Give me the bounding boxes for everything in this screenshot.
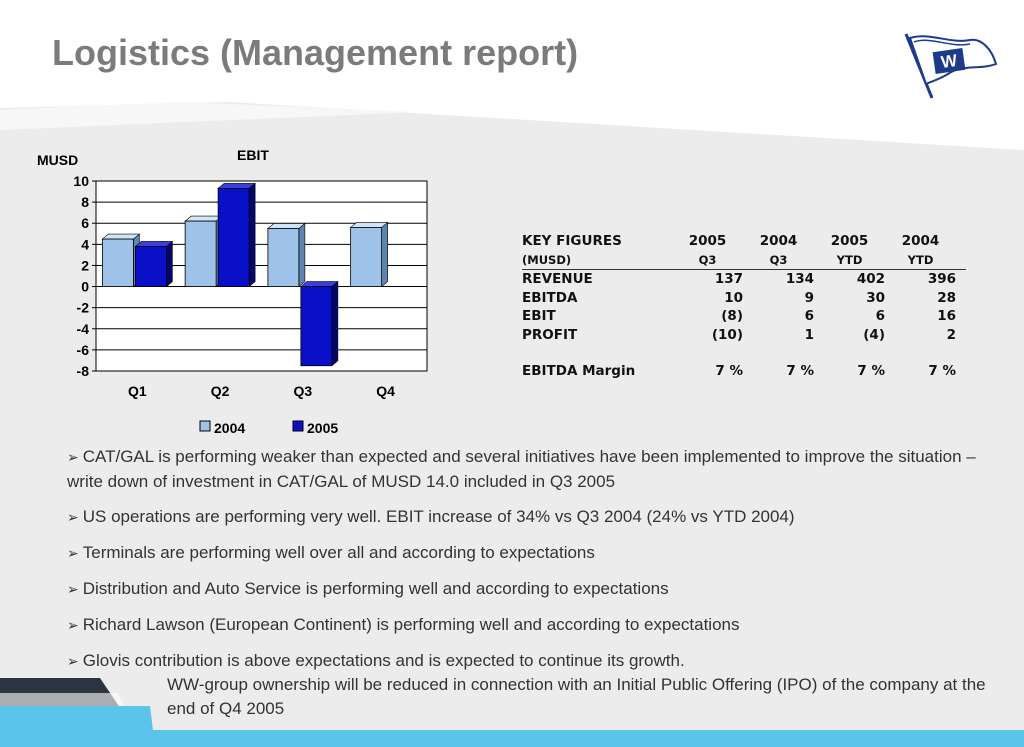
table-cell: 1 bbox=[804, 326, 814, 343]
y-tick-label: 6 bbox=[81, 215, 89, 231]
table-subheader-cell: YTD bbox=[885, 250, 956, 270]
legend-label: 2005 bbox=[307, 420, 338, 436]
table-cell: 7 % bbox=[857, 363, 885, 380]
table-row: EBITDA 10 9 30 28 bbox=[522, 289, 966, 308]
y-tick-label: 0 bbox=[81, 279, 89, 295]
bullet-text: Richard Lawson (European Continent) is p… bbox=[82, 615, 740, 634]
y-tick-label: 4 bbox=[81, 236, 89, 252]
table-cell: 6 bbox=[804, 308, 814, 325]
table-row: PROFIT (10) 1 (4) 2 bbox=[522, 326, 966, 345]
bar-2005-Q2 bbox=[217, 182, 256, 288]
table-cell: EBITDA Margin bbox=[522, 363, 636, 380]
table-cell: 7 % bbox=[715, 363, 743, 380]
arrow-bullet-icon: ➢ bbox=[67, 510, 79, 526]
table-cell: (4) bbox=[863, 326, 885, 343]
table-subheader-cell: (MUSD) bbox=[522, 250, 672, 270]
bullet-list: ➢ CAT/GAL is performing weaker than expec… bbox=[67, 445, 997, 732]
arrow-bullet-icon: ➢ bbox=[67, 618, 79, 634]
legend-item-2005: 2005 bbox=[292, 420, 338, 436]
bar-2004-Q2 bbox=[184, 215, 223, 288]
x-tick-label: Q4 bbox=[376, 383, 395, 399]
bullet-text: US operations are performing very well. … bbox=[82, 507, 795, 526]
table-cell: 30 bbox=[866, 289, 885, 306]
bar-2004-Q3 bbox=[267, 222, 306, 288]
table-header-cell: 2005 bbox=[830, 233, 869, 250]
key-figures-table: KEY FIGURES 2005 2004 2005 2004 (MUSD) Q… bbox=[522, 232, 966, 381]
list-item: ➢ US operations are performing very well.… bbox=[67, 505, 997, 530]
y-tick-label: 10 bbox=[73, 173, 89, 189]
arrow-bullet-icon: ➢ bbox=[67, 582, 79, 598]
bar-2004-Q4 bbox=[349, 221, 389, 288]
chart-title: EBIT bbox=[237, 147, 269, 163]
y-tick-label: 2 bbox=[81, 257, 89, 273]
legend-item-2004: 2004 bbox=[199, 420, 245, 436]
table-header-row: KEY FIGURES 2005 2004 2005 2004 bbox=[522, 232, 966, 251]
table-subheader-cell: YTD bbox=[814, 250, 885, 270]
list-item: ➢ Richard Lawson (European Continent) is … bbox=[67, 613, 997, 638]
table-subheader-cell: Q3 bbox=[743, 250, 814, 270]
table-header-cell: KEY FIGURES bbox=[522, 233, 622, 250]
table-cell: 137 bbox=[714, 271, 743, 288]
table-header-cell: 2004 bbox=[901, 233, 940, 250]
legend-label: 2004 bbox=[214, 420, 245, 436]
table-subheader-row: (MUSD) Q3 Q3 YTD YTD bbox=[522, 250, 966, 270]
arrow-bullet-icon: ➢ bbox=[67, 654, 79, 670]
y-tick-label: 8 bbox=[81, 194, 89, 210]
arrow-bullet-icon: ➢ bbox=[67, 450, 79, 466]
table-cell: 16 bbox=[937, 308, 956, 325]
table-cell: 7 % bbox=[928, 363, 956, 380]
y-tick-label: -8 bbox=[77, 363, 90, 379]
table-row: EBIT (8) 6 6 16 bbox=[522, 307, 966, 326]
table-cell: EBITDA bbox=[522, 289, 578, 306]
x-tick-label: Q2 bbox=[211, 383, 230, 399]
chart-legend: 2004 2005 bbox=[199, 420, 338, 436]
list-item: ➢ Glovis contribution is above expectatio… bbox=[67, 649, 997, 674]
table-cell: 28 bbox=[937, 289, 956, 306]
table-cell: 2 bbox=[946, 326, 956, 343]
list-item: ➢ Terminals are performing well over all … bbox=[67, 541, 997, 566]
table-cell: (10) bbox=[711, 326, 743, 343]
x-tick-label: Q3 bbox=[294, 383, 313, 399]
x-tick-label: Q1 bbox=[128, 383, 147, 399]
flag-w-icon: W bbox=[904, 33, 998, 99]
table-cell: EBIT bbox=[522, 308, 556, 325]
bar-2005-Q1 bbox=[134, 240, 174, 288]
table-row: REVENUE 137 134 402 396 bbox=[522, 270, 966, 289]
chart-plot-area: 10 8 6 4 2 0 -2 -4 -6 -8 Q1 Q2 Q3 Q4 bbox=[73, 173, 428, 399]
table-cell: 402 bbox=[856, 271, 885, 288]
bar-2005-Q3 bbox=[300, 280, 339, 367]
logo-letter: W bbox=[940, 51, 959, 72]
table-cell: 134 bbox=[785, 271, 814, 288]
table-header-cell: 2004 bbox=[759, 233, 798, 250]
table-cell: PROFIT bbox=[522, 326, 578, 343]
y-tick-label: -6 bbox=[77, 342, 90, 358]
table-subheader-cell: Q3 bbox=[672, 250, 743, 270]
table-margin-row: EBITDA Margin 7 % 7 % 7 % 7 % bbox=[522, 362, 966, 381]
bullet-continuation: WW-group ownership will be reduced in co… bbox=[167, 675, 986, 718]
table-cell: 7 % bbox=[786, 363, 814, 380]
list-item: ➢ Distribution and Auto Service is perfor… bbox=[67, 577, 997, 602]
table-cell: REVENUE bbox=[522, 271, 593, 288]
table-cell: 396 bbox=[927, 271, 956, 288]
bullet-text: Distribution and Auto Service is perform… bbox=[82, 579, 669, 598]
bullet-text: CAT/GAL is performing weaker than expect… bbox=[67, 447, 976, 491]
bullet-text: Terminals are performing well over all a… bbox=[82, 543, 595, 562]
arrow-bullet-icon: ➢ bbox=[67, 546, 79, 562]
chart-ylabel: MUSD bbox=[37, 152, 78, 168]
table-cell: 10 bbox=[724, 289, 743, 306]
bullet-text: Glovis contribution is above expectation… bbox=[82, 651, 685, 670]
y-tick-label: -2 bbox=[77, 300, 90, 316]
page-title: Logistics (Management report) bbox=[52, 32, 579, 73]
y-tick-label: -4 bbox=[77, 321, 90, 337]
bar-2004-Q1 bbox=[101, 233, 141, 288]
table-cell: 9 bbox=[804, 289, 814, 306]
list-item: ➢ CAT/GAL is performing weaker than expec… bbox=[67, 445, 997, 494]
table-cell: (8) bbox=[721, 308, 743, 325]
table-cell: 6 bbox=[875, 308, 885, 325]
table-header-cell: 2005 bbox=[688, 233, 727, 250]
